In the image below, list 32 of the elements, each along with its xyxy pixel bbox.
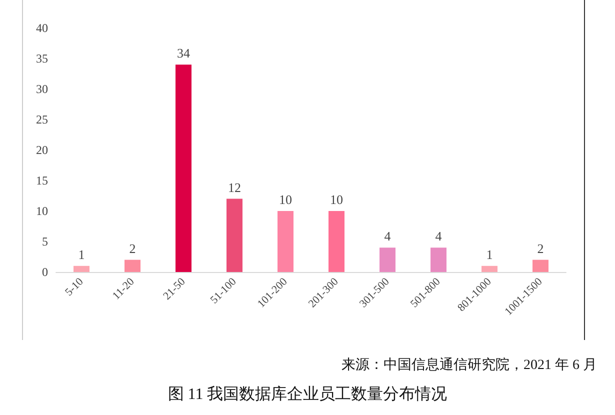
bar [482, 266, 498, 272]
y-tick-label: 40 [36, 21, 48, 35]
y-tick-label: 0 [42, 265, 48, 279]
data-label: 1 [78, 246, 85, 262]
text: 图 11 我国数据库企业员工数量分布情况 [166, 384, 448, 405]
data-label: 2 [129, 240, 136, 256]
y-tick-label: 10 [36, 204, 48, 218]
bar [278, 211, 294, 272]
data-label: 10 [279, 192, 292, 207]
source-note: 来源：中国信息通信研究院，2021 年 6 月 [342, 356, 597, 374]
y-tick-label: 15 [36, 174, 48, 188]
data-label: 12 [228, 180, 241, 195]
data-label: 2 [537, 240, 544, 256]
bar [74, 266, 90, 272]
data-label: 34 [177, 46, 190, 61]
y-tick-label: 20 [36, 143, 48, 157]
bar [328, 211, 344, 272]
data-label: 4 [435, 228, 442, 244]
bar [430, 248, 446, 272]
y-tick-label: 5 [42, 234, 48, 248]
data-label: 1 [486, 246, 493, 262]
bar [380, 248, 396, 272]
bar [176, 64, 192, 272]
y-tick-label: 25 [36, 112, 48, 126]
y-tick-label: 30 [36, 82, 48, 96]
bar [532, 260, 548, 272]
data-label: 4 [384, 228, 392, 244]
y-tick-label: 35 [36, 52, 48, 66]
x-tick-label: 5-10 [63, 275, 86, 298]
data-label: 10 [330, 192, 343, 207]
bar [124, 260, 140, 272]
bar [226, 198, 242, 272]
